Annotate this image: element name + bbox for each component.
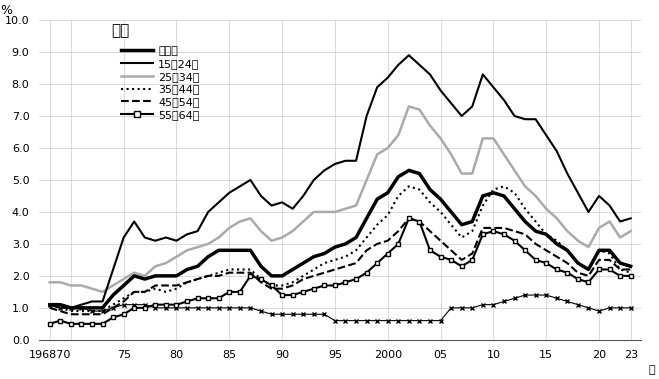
- Text: %: %: [0, 4, 12, 17]
- Text: 女性: 女性: [111, 23, 130, 38]
- Legend: 年齢計, 15～24歳, 25～34歳, 35～44歳, 45～54歳, 55～64歳: 年齢計, 15～24歳, 25～34歳, 35～44歳, 45～54歳, 55～…: [117, 42, 204, 124]
- Text: 年: 年: [648, 365, 655, 375]
